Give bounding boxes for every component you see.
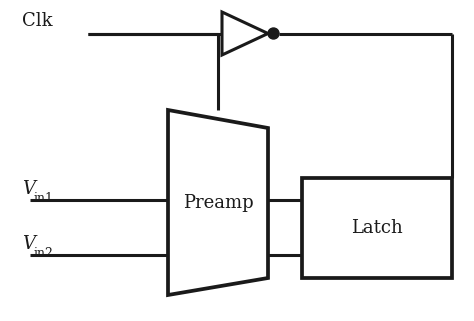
- Text: in2: in2: [34, 247, 54, 260]
- Text: Latch: Latch: [351, 219, 403, 237]
- Text: Clk: Clk: [22, 12, 53, 30]
- Text: Preamp: Preamp: [182, 194, 253, 212]
- Text: in1: in1: [34, 192, 54, 205]
- Polygon shape: [222, 12, 268, 55]
- Polygon shape: [168, 110, 268, 295]
- Bar: [302, 178, 452, 278]
- Circle shape: [268, 28, 279, 39]
- Text: V: V: [22, 235, 35, 253]
- Text: V: V: [22, 180, 35, 198]
